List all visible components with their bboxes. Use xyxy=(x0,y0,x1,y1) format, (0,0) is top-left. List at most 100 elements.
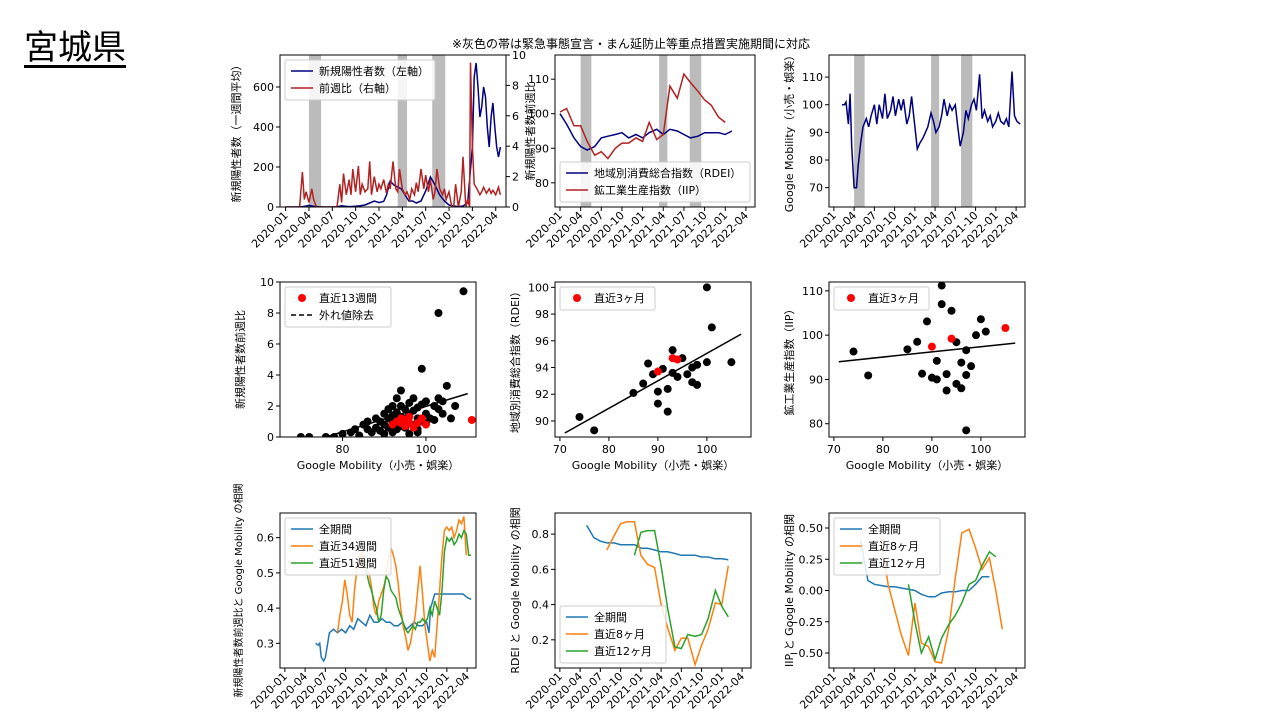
xtick-label: 100 xyxy=(970,443,991,456)
series-line xyxy=(880,528,1004,664)
ytick-label: 0.8 xyxy=(532,528,550,541)
scatter-point xyxy=(355,431,364,437)
emergency-band xyxy=(689,55,702,207)
xtick-label: 70 xyxy=(827,443,841,456)
xtick-label: 100 xyxy=(696,443,717,456)
scatter-point xyxy=(967,362,976,371)
ytick-label: 90 xyxy=(809,373,823,386)
y2axis-label: 新規陽性者数前週比 xyxy=(523,82,537,181)
series-line xyxy=(559,113,733,151)
plot-area xyxy=(842,55,1021,207)
ytick-label: 600 xyxy=(253,81,274,94)
ytick-label: 80 xyxy=(535,177,549,190)
recent-point xyxy=(653,367,662,376)
ytick-label: 110 xyxy=(802,71,823,84)
legend-label: 直近8ヶ月 xyxy=(868,539,919,553)
recent-point xyxy=(1001,324,1010,333)
scatter-point xyxy=(417,364,426,373)
scatter-point xyxy=(972,331,980,340)
axes-frame xyxy=(279,281,477,438)
y2tick-label: 0 xyxy=(512,201,519,214)
recent-point xyxy=(421,420,430,429)
ytick-label: 8 xyxy=(267,307,274,320)
scatter-point xyxy=(330,433,339,437)
legend-label: 鉱工業生産指数（IIP） xyxy=(594,183,706,197)
plot-area xyxy=(838,282,1016,435)
ytick-label: 2 xyxy=(267,400,274,413)
ytick-label: 100 xyxy=(802,329,823,342)
chart-p4: 0 2 4 6 8 10 80 100 Google Mobility（小売・娯楽） 新規陽性者数… xyxy=(233,276,477,472)
xaxis-label: Google Mobility（小売・娯楽） xyxy=(846,458,1008,472)
ytick-label: 80 xyxy=(809,418,823,431)
series-line xyxy=(559,72,726,160)
scatter-point xyxy=(392,394,401,403)
ytick-label: 80 xyxy=(809,154,823,167)
scatter-point xyxy=(864,371,873,380)
ytick-label: 100 xyxy=(528,108,549,121)
legend: 直近3ヶ月 xyxy=(559,286,656,311)
scatter-point xyxy=(957,358,966,367)
scatter-point xyxy=(590,426,599,435)
ytick-label: 0.2 xyxy=(532,634,550,647)
yaxis-label: 地域別消費総合指数（RDEI） xyxy=(508,286,522,433)
legend-box xyxy=(833,517,941,576)
chart-p3: 7080901001102020-012020-042020-072020-10… xyxy=(782,50,1026,251)
ytick-label: 6 xyxy=(267,338,274,351)
ytick-label: 0.4 xyxy=(257,602,275,615)
legend: 直近3ヶ月 xyxy=(833,286,930,311)
emergency-band xyxy=(397,55,408,207)
xtick-label: 100 xyxy=(415,443,436,456)
ytick-label: 100 xyxy=(802,99,823,112)
legend-label: 外れ値除去 xyxy=(319,308,374,322)
prefecture-title: 宮城県 xyxy=(24,28,126,68)
recent-point xyxy=(417,414,426,423)
yaxis-label: 新規陽性者数（一週間平均） xyxy=(229,60,243,203)
ytick-label: 0 xyxy=(267,201,274,214)
recent-point xyxy=(673,355,682,364)
y2tick-label: 2 xyxy=(512,171,519,184)
xtick-label: 80 xyxy=(336,443,350,456)
scatter-point xyxy=(446,414,455,423)
ytick-label: 0.50 xyxy=(799,522,824,535)
ytick-label: 0.3 xyxy=(257,637,275,650)
xtick-label: 80 xyxy=(876,443,890,456)
chart-p7: 0.30.40.50.62020-012020-042020-072020-10… xyxy=(232,483,477,712)
scatter-point xyxy=(693,380,702,389)
recent-point xyxy=(927,342,936,351)
legend-label: 直近12ヶ月 xyxy=(868,556,926,570)
legend: 地域別消費総合指数（RDEI） 鉱工業生産指数（IIP） xyxy=(559,161,751,203)
xtick-label: 90 xyxy=(925,443,939,456)
scatter-point xyxy=(396,386,405,395)
series-line xyxy=(285,62,502,207)
scatter-point xyxy=(962,346,971,355)
ytick-label: 200 xyxy=(253,161,274,174)
legend-box xyxy=(284,517,392,576)
legend-label: 直近51週間 xyxy=(319,556,377,570)
scatter-point xyxy=(932,356,941,365)
legend-label: 地域別消費総合指数（RDEI） xyxy=(594,166,741,180)
ytick-label: 0.25 xyxy=(799,553,824,566)
ytick-label: 94 xyxy=(535,362,549,375)
scatter-point xyxy=(918,369,927,378)
chart-p8: 0.20.40.60.82020-012020-042020-072020-10… xyxy=(509,507,752,712)
legend-box xyxy=(284,59,436,101)
series-line xyxy=(859,540,990,598)
recent-point xyxy=(405,412,414,421)
yaxis-label: RDEI と Google Mobility の相関 xyxy=(509,507,522,673)
recent-point xyxy=(947,334,956,343)
ytick-label: 110 xyxy=(528,73,549,86)
y2tick-label: 4 xyxy=(512,140,519,153)
legend-label: 全期間 xyxy=(868,522,901,536)
yaxis-label: IIP と Google Mobility の相関 xyxy=(783,514,796,667)
emergency-band xyxy=(961,55,973,207)
scatter-point xyxy=(942,370,951,379)
ytick-label: 90 xyxy=(809,126,823,139)
chart-p1: 020040060002468102020-012020-042020-0720… xyxy=(229,49,537,251)
scatter-point xyxy=(434,309,443,317)
scatter-point xyxy=(942,386,951,395)
xtick-label: 90 xyxy=(651,443,665,456)
scatter-point xyxy=(957,384,966,393)
legend-box xyxy=(284,286,392,328)
legend-label: 直近34週間 xyxy=(319,539,377,553)
legend-box xyxy=(559,286,656,311)
